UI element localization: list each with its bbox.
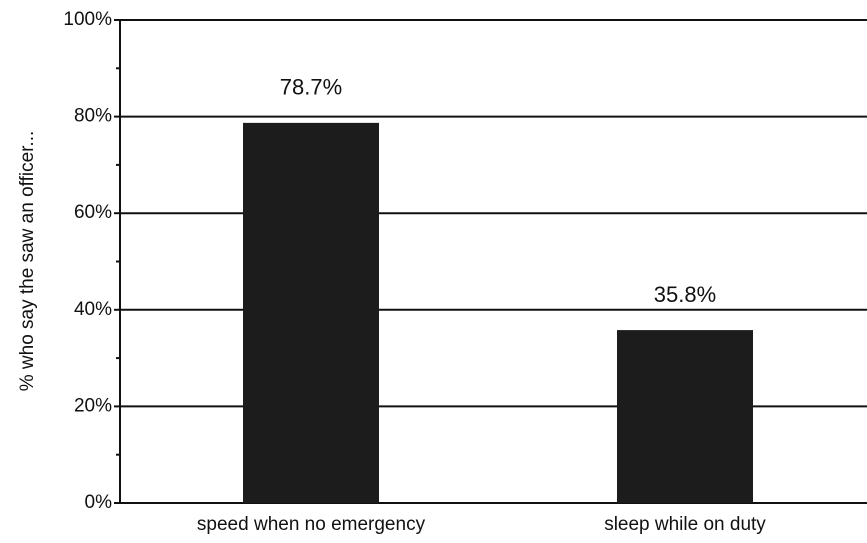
y-tick-label: 80% (74, 106, 112, 127)
x-tick-label: speed when no emergency (197, 514, 426, 535)
y-tick-label: 0% (85, 492, 113, 513)
value-label: 35.8% (654, 282, 716, 307)
value-label: 78.7% (280, 75, 342, 100)
y-tick-label: 100% (63, 9, 112, 30)
y-tick-label: 20% (74, 395, 112, 416)
y-axis-label: % who say the saw an officer... (17, 131, 38, 392)
y-tick-label: 60% (74, 202, 112, 223)
bar (617, 330, 753, 503)
bar (243, 122, 379, 503)
y-tick-label: 40% (74, 299, 112, 320)
x-tick-label: sleep while on duty (604, 514, 766, 535)
